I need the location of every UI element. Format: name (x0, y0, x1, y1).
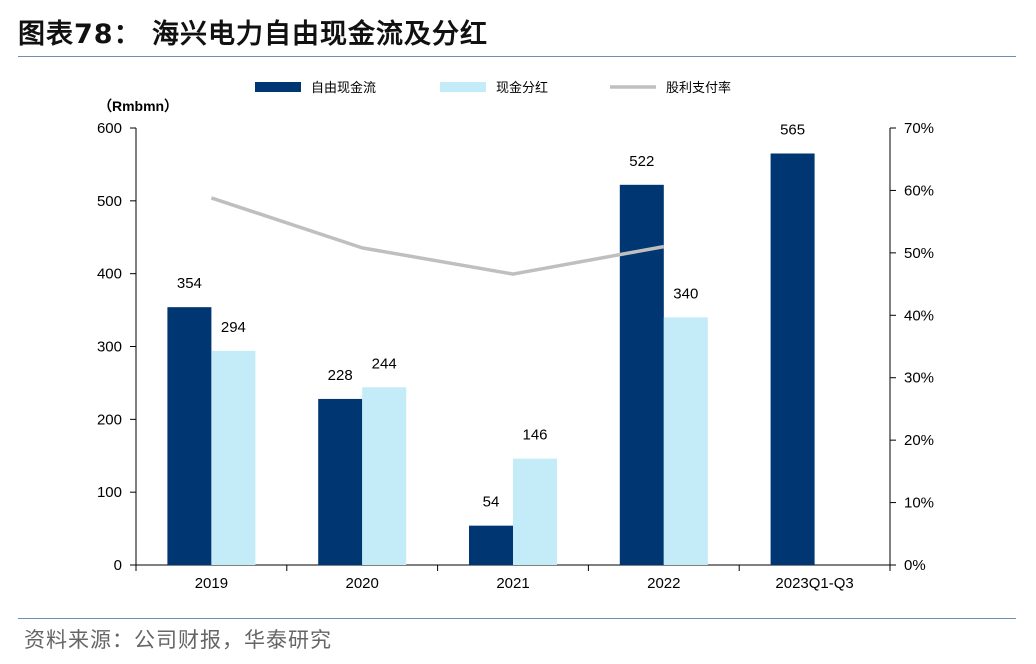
x-axis-tick-label: 2023Q1-Q3 (775, 575, 853, 592)
axes: 0 100 200 300 400 500 600 0% 10% 20% 30% 40% 50% 60% 7… (97, 120, 934, 592)
left-axis-tick-label: 300 (97, 339, 122, 356)
data-labels: 354 228 54 522 565 294 244 146 340 (177, 121, 805, 510)
right-axis-tick-label: 10% (904, 495, 934, 512)
payout-ratio-line (210, 196, 665, 276)
data-label: 228 (328, 367, 353, 384)
bar-free-cash-flow (619, 184, 664, 565)
right-axis-tick-label: 50% (904, 245, 934, 262)
right-axis-tick-label: 20% (904, 432, 934, 449)
x-axis-tick-label: 2019 (195, 575, 228, 592)
bottom-divider (18, 618, 1016, 619)
x-axis-tick-label: 2021 (496, 575, 529, 592)
legend-swatch (255, 82, 301, 92)
bar-free-cash-flow (318, 398, 363, 565)
data-label: 294 (221, 319, 246, 336)
data-label: 522 (629, 153, 654, 170)
left-axis-tick-label: 200 (97, 411, 122, 428)
legend-swatch (440, 82, 486, 92)
right-axis-tick-label: 60% (904, 182, 934, 199)
legend-label: 股利支付率 (666, 80, 731, 95)
bar-cash-dividend (211, 350, 256, 565)
bar-free-cash-flow (167, 307, 212, 565)
bar-cash-dividend (362, 387, 407, 565)
right-axis-tick-label: 40% (904, 307, 934, 324)
x-axis-tick-label: 2022 (647, 575, 680, 592)
top-divider (18, 56, 1016, 57)
right-axis-tick-label: 70% (904, 120, 934, 137)
data-label: 340 (673, 285, 698, 302)
source-note: 资料来源：公司财报，华泰研究 (24, 628, 332, 652)
legend-label: 自由现金流 (311, 80, 376, 95)
legend: 自由现金流 现金分红 股利支付率 (255, 80, 731, 95)
left-axis-tick-label: 400 (97, 266, 122, 283)
left-axis-tick-label: 600 (97, 120, 122, 137)
left-axis-unit-label: （Rmbmn） (98, 98, 178, 114)
x-axis-tick-label: 2020 (346, 575, 379, 592)
left-axis-tick-label: 500 (97, 193, 122, 210)
data-label: 354 (177, 275, 202, 292)
bar-cash-dividend (663, 317, 708, 565)
free-cash-flow-chart: 自由现金流 现金分红 股利支付率 （Rmbmn） 0 100 200 300 400 500 6… (97, 80, 934, 592)
bar-cash-dividend (513, 458, 557, 565)
right-axis-tick-label: 0% (904, 557, 926, 574)
data-label: 146 (522, 427, 547, 444)
data-label: 54 (483, 494, 500, 511)
data-label: 244 (372, 355, 397, 372)
payout-ratio-polyline (210, 196, 665, 276)
data-label: 565 (780, 121, 805, 138)
legend-label: 现金分红 (496, 80, 548, 95)
left-axis-tick-label: 100 (97, 484, 122, 501)
figure-title: 图表78： 海兴电力自由现金流及分红 (18, 19, 488, 50)
left-axis-tick-label: 0 (114, 557, 122, 574)
bar-free-cash-flow (770, 153, 815, 565)
right-axis-tick-label: 30% (904, 370, 934, 387)
bar-free-cash-flow (469, 525, 513, 565)
